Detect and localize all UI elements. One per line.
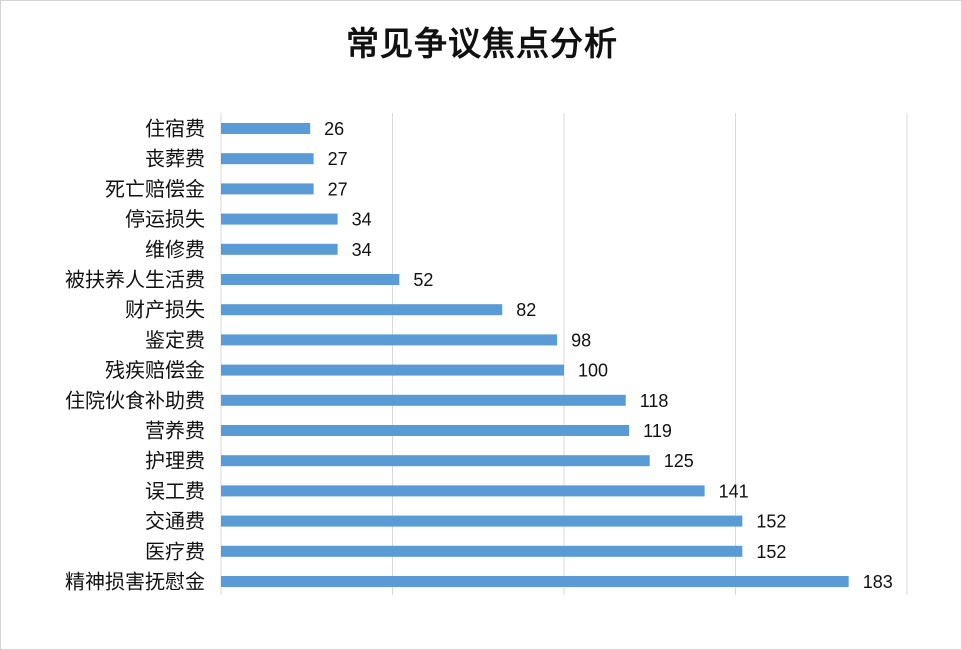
data-label-0: 26	[324, 119, 344, 139]
data-label-1: 27	[328, 149, 348, 169]
bar-2	[221, 183, 314, 195]
category-label-0: 住宿费	[145, 117, 205, 141]
data-label-10: 119	[643, 421, 672, 441]
bar-7	[221, 334, 558, 346]
category-label-8: 残疾赔偿金	[105, 358, 205, 382]
category-label-12: 误工费	[145, 479, 205, 503]
bar-1	[221, 153, 314, 165]
bar-12	[221, 485, 705, 497]
category-label-6: 财产损失	[125, 298, 205, 322]
bar-13	[221, 515, 743, 527]
data-label-3: 34	[352, 210, 372, 230]
data-label-13: 152	[756, 512, 786, 532]
bar-0	[221, 123, 311, 134]
category-label-3: 停运损失	[125, 207, 205, 231]
category-label-7: 鉴定费	[145, 328, 205, 352]
data-label-2: 27	[328, 179, 348, 199]
data-label-15: 183	[863, 572, 893, 592]
category-label-1: 丧葬费	[145, 147, 205, 171]
data-label-9: 118	[640, 391, 669, 411]
bar-3	[221, 213, 338, 225]
category-label-9: 住院伙食补助费	[65, 388, 205, 412]
category-label-5: 被扶养人生活费	[65, 268, 205, 292]
data-label-14: 152	[756, 542, 786, 562]
bar-14	[221, 545, 743, 557]
category-label-2: 死亡赔偿金	[105, 177, 205, 201]
bar-15	[221, 576, 849, 587]
bar-11	[221, 455, 650, 467]
bars	[221, 123, 849, 587]
bar-4	[221, 243, 338, 255]
chart-title: 常见争议焦点分析	[346, 24, 618, 63]
bar-8	[221, 364, 564, 376]
bar-10	[221, 425, 630, 436]
bar-5	[221, 274, 400, 285]
data-label-6: 82	[516, 300, 536, 320]
category-label-14: 医疗费	[145, 539, 205, 563]
data-label-11: 125	[664, 451, 694, 471]
bar-6	[221, 304, 503, 316]
data-label-8: 100	[578, 361, 608, 381]
category-label-15: 精神损害抚慰金	[65, 570, 205, 594]
category-label-11: 护理费	[145, 449, 205, 473]
data-label-5: 52	[413, 270, 433, 290]
bar-9	[221, 394, 626, 406]
data-label-4: 34	[352, 240, 372, 260]
data-label-7: 98	[571, 330, 591, 350]
data-label-12: 141	[719, 481, 749, 501]
category-label-13: 交通费	[145, 509, 205, 533]
category-label-10: 营养费	[145, 419, 205, 443]
gridlines	[220, 113, 908, 595]
category-label-4: 维修费	[145, 237, 205, 261]
category-labels: 住宿费丧葬费死亡赔偿金停运损失维修费被扶养人生活费财产损失鉴定费残疾赔偿金住院伙…	[65, 117, 205, 594]
